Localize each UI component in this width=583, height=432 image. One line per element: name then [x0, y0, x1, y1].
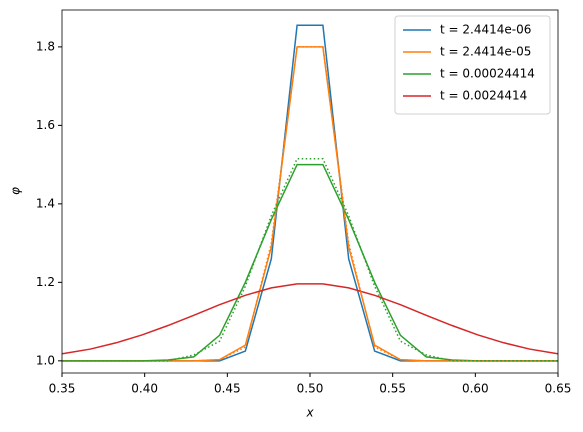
- line: [62, 283, 558, 355]
- legend-label: t = 2.4414e-05: [440, 45, 531, 59]
- x-tick-label: 0.40: [131, 382, 158, 396]
- legend-label: t = 0.0024414: [440, 89, 527, 103]
- axes-frame: [61, 9, 559, 374]
- y-tick-label: 1.6: [36, 118, 55, 132]
- y-tick-label: 1.4: [36, 196, 55, 210]
- line: [62, 46, 558, 362]
- legend-label: t = 2.4414e-06: [440, 23, 531, 37]
- line: [62, 157, 558, 362]
- x-tick-label: 0.55: [379, 382, 406, 396]
- x-tick-label: 0.35: [49, 382, 76, 396]
- plot-area: [62, 24, 558, 362]
- x-tick-label: 0.50: [297, 382, 324, 396]
- legend-box: [394, 15, 551, 115]
- legend-label: t = 0.00024414: [440, 67, 535, 81]
- y-tick-label: 1.8: [36, 39, 55, 53]
- x-tick-label: 0.45: [214, 382, 241, 396]
- x-tick-label: 0.65: [545, 382, 572, 396]
- y-tick-label: 1.2: [36, 275, 55, 289]
- x-axis-label: x: [305, 406, 314, 420]
- x-tick-label: 0.60: [462, 382, 489, 396]
- y-tick-label: 1.0: [36, 353, 55, 367]
- line: [62, 163, 558, 362]
- y-axis-label: φ: [9, 187, 23, 195]
